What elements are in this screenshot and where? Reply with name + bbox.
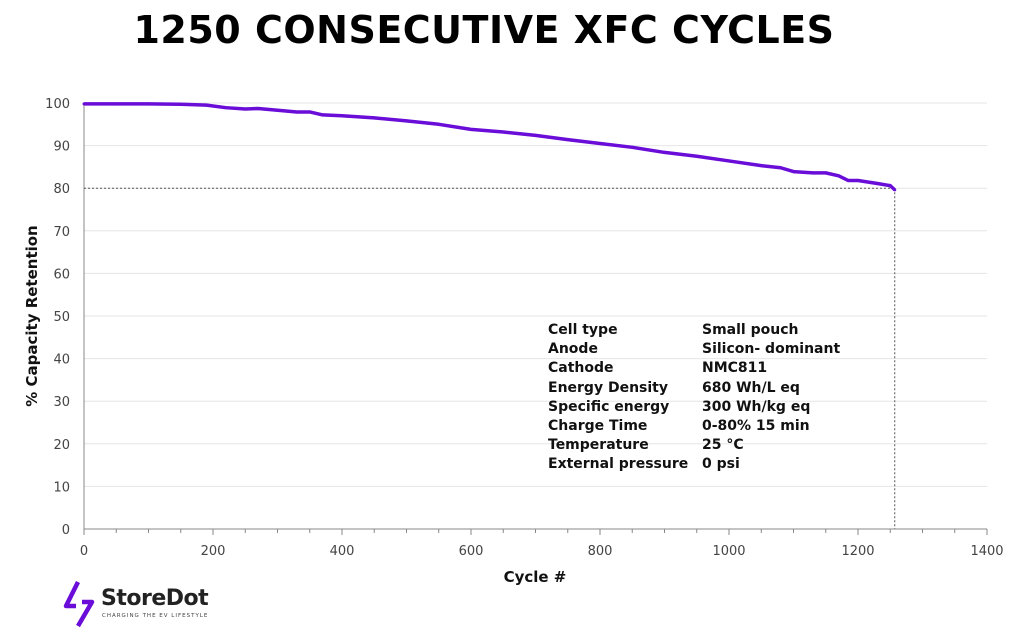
logo-tagline: CHARGING THE EV LIFESTYLE (102, 613, 209, 619)
data-point (663, 150, 666, 154)
x-tick-label: 400 (330, 544, 355, 559)
y-tick-label: 70 (53, 225, 70, 240)
spec-label: Cathode (548, 360, 614, 377)
y-tick-label: 50 (53, 310, 70, 325)
data-point (566, 138, 570, 142)
data-point (824, 171, 828, 175)
x-tick-label: 800 (588, 544, 613, 559)
x-tick-label: 0 (80, 544, 88, 559)
data-point (837, 174, 841, 178)
storedot-logo: StoreDot CHARGING THE EV LIFESTYLE (62, 580, 242, 630)
data-point (308, 110, 312, 114)
data-point (469, 127, 473, 131)
data-point (792, 170, 795, 174)
data-point (630, 145, 634, 149)
data-point (372, 116, 376, 120)
spec-row: Specific energy 300 Wh/kg eq (548, 398, 840, 417)
spec-row: Cathode NMC811 (548, 359, 840, 378)
data-point (114, 102, 118, 106)
spec-label: External pressure (548, 456, 689, 473)
spec-label: Temperature (548, 437, 649, 454)
data-point (82, 102, 86, 106)
spec-value: Silicon- dominant (702, 341, 841, 358)
x-tick-label: 1200 (841, 544, 874, 559)
spec-value: NMC811 (702, 360, 768, 377)
x-tick-label: 1000 (712, 544, 745, 559)
spec-row: Anode Silicon- dominant (548, 340, 840, 359)
data-point (501, 130, 505, 134)
data-point (811, 171, 815, 175)
data-point (405, 119, 408, 123)
spec-value: 680 Wh/L eq (702, 379, 800, 396)
data-point (437, 122, 441, 126)
data-point (598, 141, 602, 145)
capacity-retention-line (84, 102, 896, 192)
spec-value: 0 psi (702, 456, 740, 473)
spec-value: Small pouch (702, 322, 799, 338)
x-axis-label: Cycle # (504, 568, 567, 586)
data-point (147, 102, 150, 106)
data-point (321, 113, 325, 117)
data-point (846, 179, 850, 183)
chart-title: 1250 CONSECUTIVE XFC CYCLES (133, 8, 835, 52)
data-point (695, 154, 699, 158)
spec-row: Charge Time 0-80% 15 min (548, 417, 840, 436)
spec-row: External pressure 0 psi (548, 455, 840, 474)
y-tick-label: 20 (53, 438, 70, 453)
y-tick-label: 90 (53, 140, 70, 155)
y-tick-label: 40 (53, 353, 70, 368)
y-axis-label: % Capacity Retention (23, 225, 41, 407)
data-point (893, 188, 897, 192)
spec-label: Cell type (548, 322, 618, 338)
logo-name: StoreDot (101, 586, 209, 611)
y-tick-label: 30 (53, 395, 70, 410)
spec-row: Cell type Small pouch (548, 321, 840, 340)
data-point (179, 102, 183, 106)
data-point (205, 103, 209, 107)
spec-label: Charge Time (548, 418, 648, 435)
spec-value: 25 °C (702, 437, 744, 454)
data-point (256, 107, 260, 111)
y-tick-label: 100 (45, 97, 70, 112)
y-tick-label: 0 (62, 523, 70, 538)
x-tick-label: 200 (201, 544, 226, 559)
data-point (759, 164, 763, 168)
spec-label: Specific energy (548, 398, 670, 415)
data-point (276, 108, 279, 112)
cell-specs-table: Cell type Small pouch Anode Silicon- domina… (548, 321, 840, 475)
data-point (875, 182, 879, 186)
data-point (224, 106, 228, 110)
data-point (856, 179, 860, 183)
data-point (779, 166, 783, 170)
spec-value: 300 Wh/kg eq (702, 398, 811, 415)
spec-row: Energy Density 680 Wh/L eq (548, 379, 840, 398)
data-point (340, 114, 344, 118)
spec-value: 0-80% 15 min (702, 418, 810, 435)
spec-row: Temperature 25 °C (548, 436, 840, 455)
data-point (295, 110, 299, 114)
data-point (534, 133, 537, 137)
lightning-bolt-logo-icon (63, 580, 95, 628)
data-point (888, 184, 892, 188)
x-tick-label: 1400 (970, 544, 1003, 559)
data-point (243, 107, 247, 111)
spec-label: Anode (548, 341, 598, 358)
spec-label: Energy Density (548, 379, 668, 396)
y-tick-label: 60 (53, 267, 70, 282)
y-tick-label: 10 (53, 480, 70, 495)
x-tick-label: 600 (459, 544, 484, 559)
y-tick-label: 80 (53, 182, 70, 197)
data-point (727, 159, 731, 163)
